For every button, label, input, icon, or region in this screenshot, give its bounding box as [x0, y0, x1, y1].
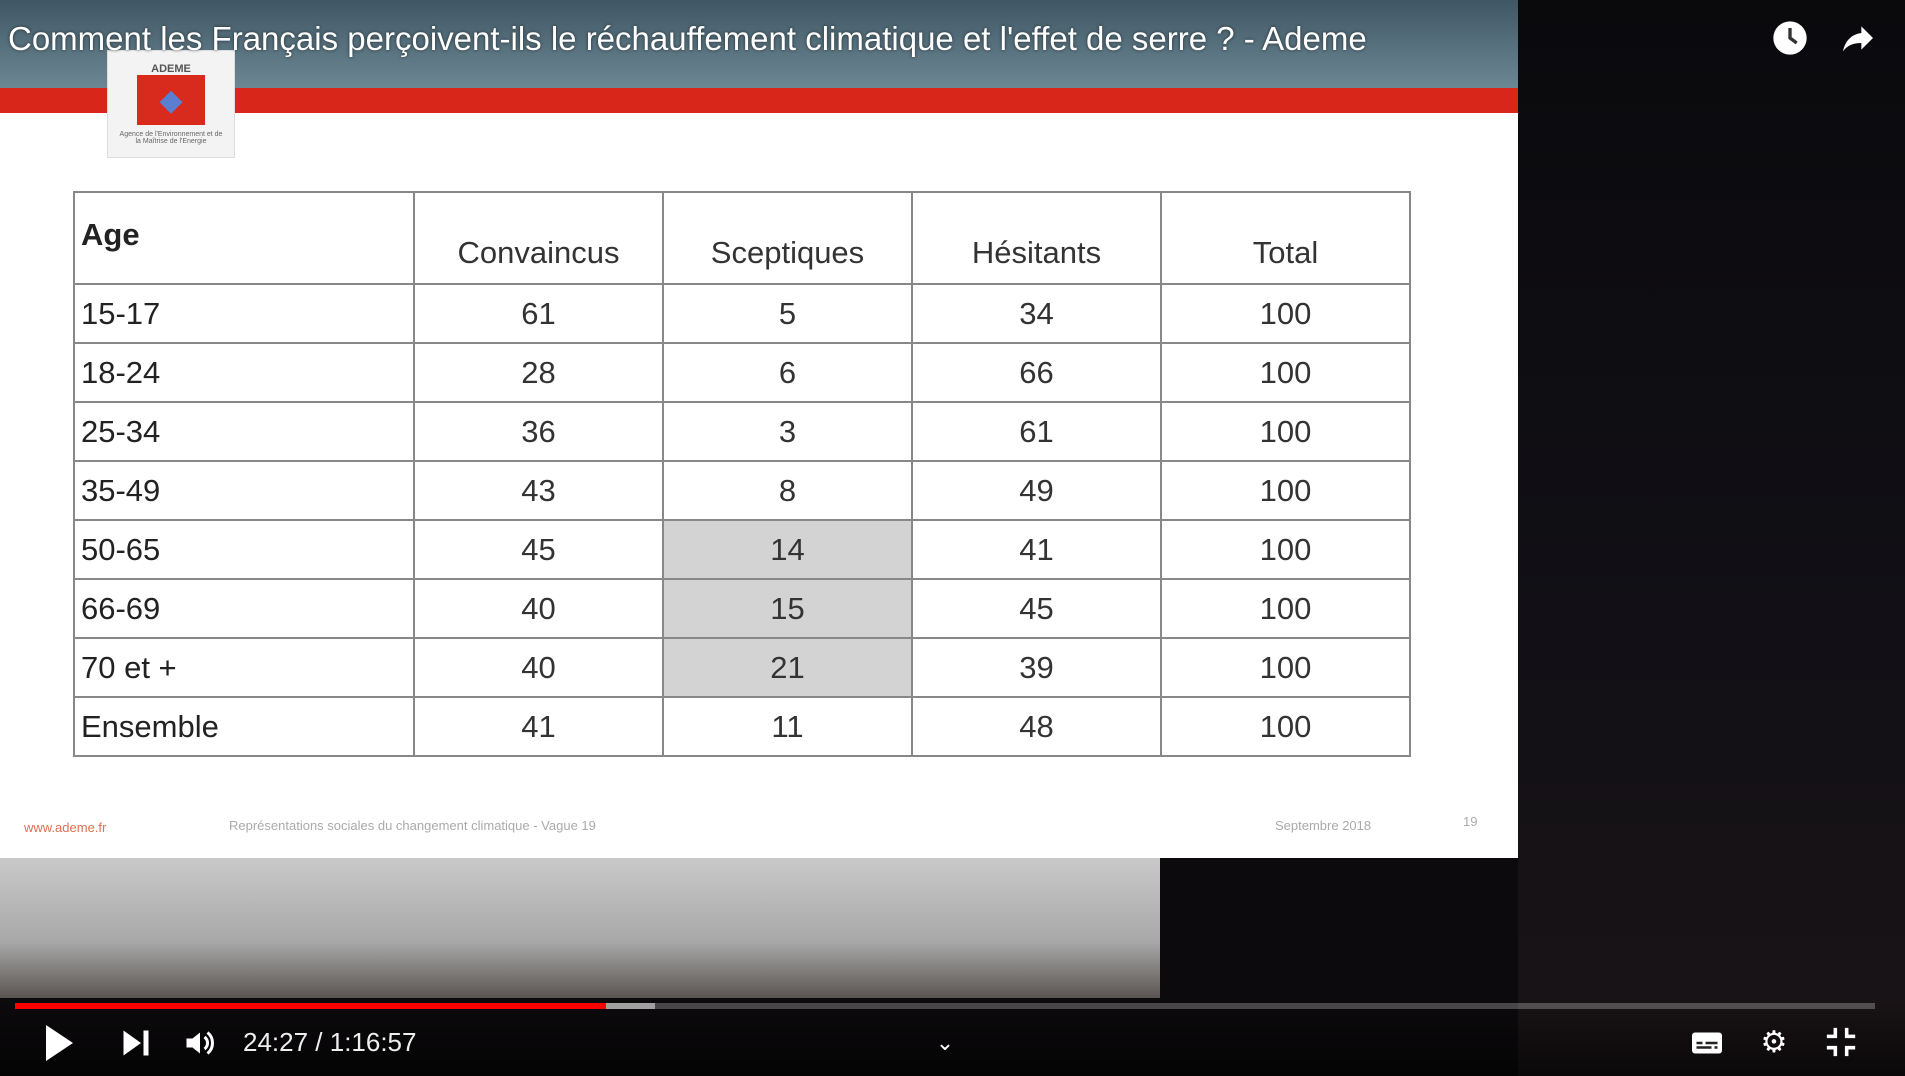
- table-row: 70 et +40 21 39 100: [73, 637, 1411, 698]
- table-cell: 45: [911, 578, 1162, 639]
- exit-fullscreen-icon[interactable]: [1822, 1025, 1860, 1061]
- table-row: 25-34 36 3 61 100: [73, 401, 1411, 462]
- table-row: 15-17 61 5 34 100: [73, 283, 1411, 344]
- table-cell: 45: [413, 519, 664, 580]
- table-row: 66-69 40 15 45 100: [73, 578, 1411, 639]
- clock-icon[interactable]: [1768, 18, 1812, 62]
- projection-screen: [0, 858, 1160, 998]
- logo-text: ADEME: [151, 63, 191, 75]
- column-header: Sceptiques: [662, 191, 913, 285]
- table-cell: 49: [911, 460, 1162, 521]
- presentation-slide: ADEME ◆ Agence de l'Environnement et de …: [0, 0, 1518, 858]
- age-cell: 66-69: [73, 578, 415, 639]
- column-header: Total: [1160, 191, 1411, 285]
- table-cell: 6: [662, 342, 913, 403]
- table-cell: 21: [662, 637, 913, 698]
- slide-header-band: [0, 0, 1518, 88]
- table-header-row: Age Convaincus Sceptiques Hésitants Total: [73, 191, 1411, 285]
- gear-icon[interactable]: ⚙: [1760, 1026, 1788, 1059]
- age-cell: 50-65: [73, 519, 415, 580]
- next-icon[interactable]: [118, 1025, 154, 1061]
- time-display: 24:27 / 1:16:57: [243, 1027, 417, 1057]
- table-cell: 40: [413, 637, 664, 698]
- table-cell: 41: [911, 519, 1162, 580]
- table-cell: 40: [413, 578, 664, 639]
- age-cell: 35-49: [73, 460, 415, 521]
- played-bar: [15, 1003, 607, 1009]
- share-icon[interactable]: [1836, 18, 1880, 62]
- table-cell: 39: [911, 637, 1162, 698]
- player-controls: [0, 998, 1905, 1076]
- table-cell: 100: [1160, 519, 1411, 580]
- table-row: 35-49 43 8 49 100: [73, 460, 1411, 521]
- age-cell: 18-24: [73, 342, 415, 403]
- table-cell: 100: [1160, 342, 1411, 403]
- results-table: Age Convaincus Sceptiques Hésitants Total 15-…: [73, 191, 1411, 757]
- slide-red-stripe: [0, 88, 1518, 113]
- progress-bar[interactable]: [15, 1003, 1875, 1009]
- age-cell: Ensemble: [73, 696, 415, 757]
- table-cell: 34: [911, 283, 1162, 344]
- table-cell: 66: [911, 342, 1162, 403]
- table-row: 18-24 28 6 66 100: [73, 342, 1411, 403]
- table-cell: 100: [1160, 401, 1411, 462]
- age-cell: 15-17: [73, 283, 415, 344]
- column-header: Hésitants: [911, 191, 1162, 285]
- table-cell: 100: [1160, 283, 1411, 344]
- table-cell: 48: [911, 696, 1162, 757]
- table-cell: 43: [413, 460, 664, 521]
- table-cell: 36: [413, 401, 664, 462]
- video-stage-background: [1518, 0, 1905, 1076]
- column-header: Age: [73, 191, 415, 285]
- footer-date: Septembre 2018: [1275, 818, 1372, 833]
- column-header: Convaincus: [413, 191, 664, 285]
- table-cell: 15: [662, 578, 913, 639]
- logo-caption: Agence de l'Environnement et de la Maîtr…: [119, 131, 223, 145]
- table-cell: 100: [1160, 696, 1411, 757]
- volume-icon[interactable]: [180, 1025, 220, 1061]
- table-cell: 41: [413, 696, 664, 757]
- footer-subtitle: Représentations sociales du changement c…: [229, 818, 596, 833]
- ademe-logo: ADEME ◆ Agence de l'Environnement et de …: [107, 50, 235, 158]
- table-cell: 3: [662, 401, 913, 462]
- table-row: 50-65 45 14 41 100: [73, 519, 1411, 580]
- table-cell: 5: [662, 283, 913, 344]
- table-cell: 61: [413, 283, 664, 344]
- table-cell: 100: [1160, 578, 1411, 639]
- slide-page-number: 19: [1463, 814, 1478, 829]
- table-cell: 14: [662, 519, 913, 580]
- chevron-down-icon[interactable]: ⌄: [935, 1030, 955, 1055]
- table-cell: 8: [662, 460, 913, 521]
- footer-url: www.ademe.fr: [24, 820, 107, 835]
- table-row: Ensemble 41 11 48 100: [73, 696, 1411, 757]
- table-cell: 11: [662, 696, 913, 757]
- globe-icon: ◆: [137, 75, 205, 125]
- table-cell: 61: [911, 401, 1162, 462]
- play-icon[interactable]: [40, 1025, 76, 1061]
- table-cell: 100: [1160, 637, 1411, 698]
- age-cell: 70 et +: [73, 637, 415, 698]
- video-title[interactable]: Comment les Français perçoivent-ils le r…: [8, 20, 1367, 57]
- captions-icon[interactable]: [1688, 1025, 1726, 1061]
- table-cell: 100: [1160, 460, 1411, 521]
- age-cell: 25-34: [73, 401, 415, 462]
- table-cell: 28: [413, 342, 664, 403]
